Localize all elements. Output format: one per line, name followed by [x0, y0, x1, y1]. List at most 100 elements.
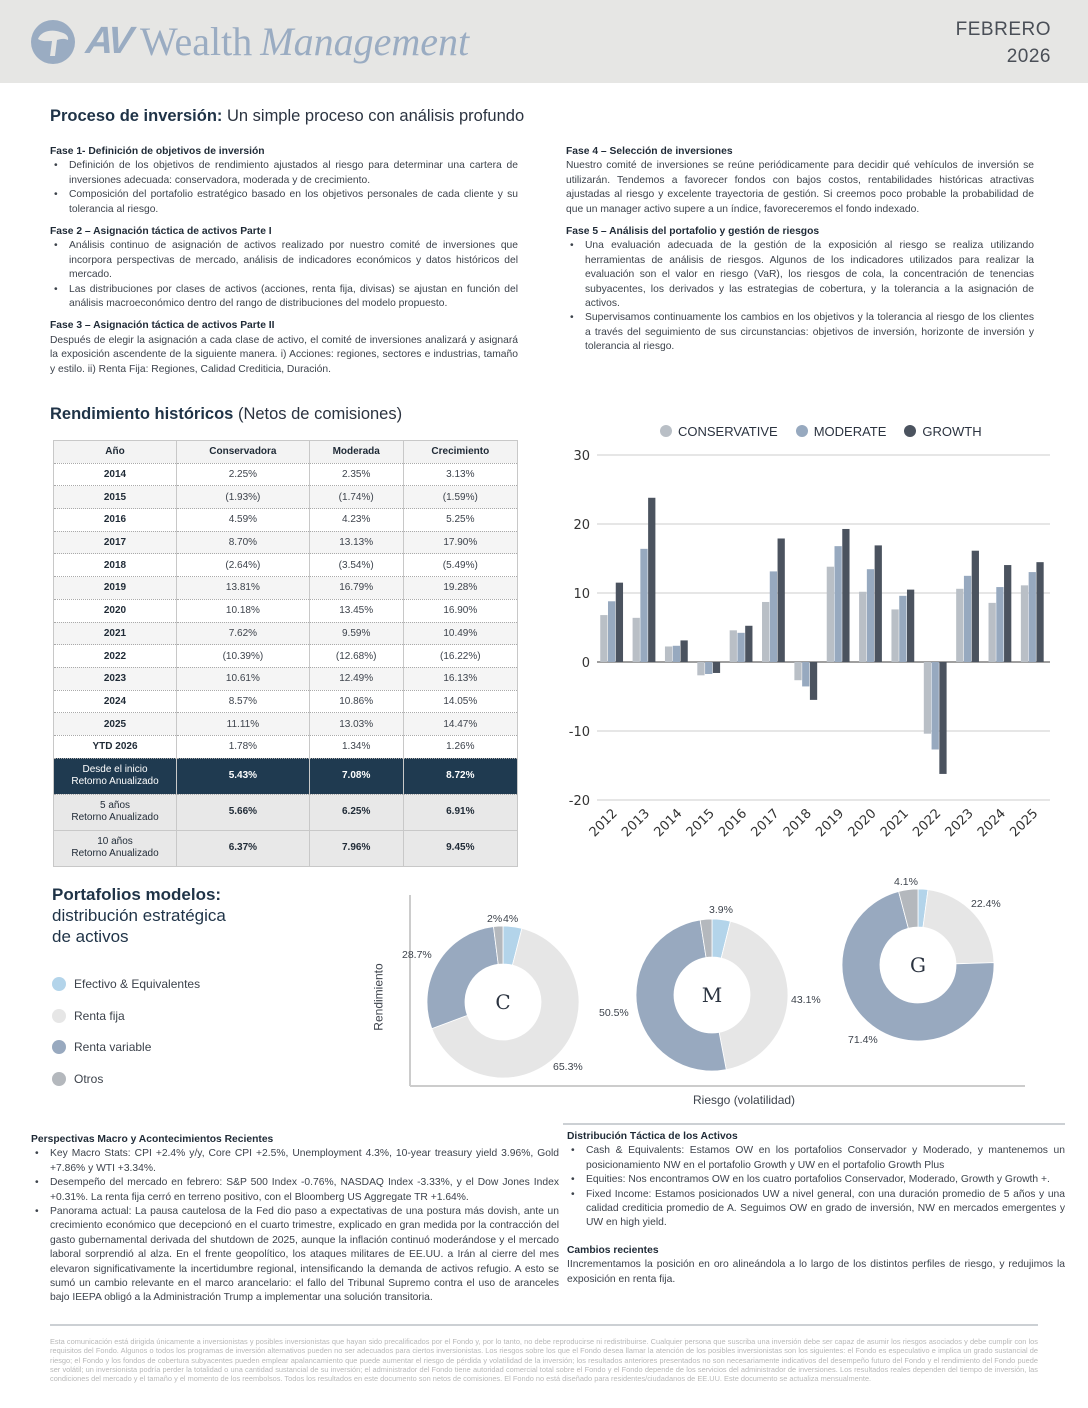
donut-slice-M-1 [718, 920, 789, 1071]
y-tick-label: 0 [582, 656, 590, 671]
legend-swatch-icon [795, 425, 808, 437]
legend-swatch-icon [52, 1071, 66, 1086]
bar-conservative-2025 [1020, 585, 1029, 662]
x-tick-label: 2017 [748, 806, 782, 840]
table-row: 2014 2.25% 2.35% 3.13% [53, 463, 519, 487]
portfolio-legend-item: Otros [52, 1071, 103, 1086]
list-item: Definición de los objetivos de rendimien… [54, 159, 518, 188]
legend-label: CONSERVATIVE [678, 424, 778, 439]
label-line: Retorno Anualizado [71, 848, 159, 860]
return-cell: 1.78% [176, 735, 310, 759]
y-tick-label: -10 [569, 725, 590, 740]
legend-swatch-icon [904, 425, 917, 437]
portfolio-legend-item: Efectivo & Equivalentes [52, 977, 200, 991]
legend-item: CONSERVATIVE [660, 424, 778, 439]
return-cell: 5.25% [402, 508, 519, 532]
process-title: Proceso de inversión: Un simple proceso … [50, 107, 524, 126]
label-line: Retorno Anualizado [71, 812, 159, 824]
table-row: 2019 13.81% 16.79% 19.28% [53, 576, 519, 600]
portfolio-letter: M [702, 983, 722, 1007]
donut-slice-G-3 [898, 888, 919, 929]
changes-title: Cambios recientes [567, 1244, 659, 1256]
return-cell: (10.39%) [176, 644, 310, 668]
bar-conservative-2017 [762, 601, 770, 662]
x-tick-label: 2015 [684, 806, 718, 840]
x-tick-label: 2020 [846, 806, 880, 840]
return-cell: 4.59% [176, 508, 310, 532]
legend-label: Efectivo & Equivalentes [74, 977, 201, 991]
portfolios-title: Portafolios modelos: distribución estraté… [52, 884, 226, 947]
donut-slice-C-3 [493, 925, 504, 965]
bar-growth-2022 [939, 662, 947, 774]
return-cell: 13.81% [176, 576, 310, 600]
summary-value: 9.45% [402, 830, 519, 867]
year-cell: 2022 [53, 644, 177, 668]
x-axis-label: Riesgo (volatilidad) [693, 1093, 796, 1107]
list-item: Supervisamos continuamente los cambios e… [570, 311, 1034, 354]
year-cell: 2014 [53, 463, 177, 487]
bar-growth-2015 [712, 662, 721, 673]
x-tick-label: 2023 [943, 806, 977, 840]
table-row: 2023 10.61% 12.49% 16.13% [53, 667, 519, 691]
summary-value: 7.08% [308, 758, 404, 795]
bar-moderate-2025 [1028, 572, 1036, 662]
x-tick-label: 2025 [1007, 806, 1041, 840]
list-item: Una evaluación adecuada de la gestión de… [570, 239, 1034, 311]
y-axis-label: Rendimiento [371, 963, 386, 1031]
legend-swatch-icon [52, 977, 66, 991]
fase4-text: Nuestro comité de inversiones se reúne p… [566, 160, 1034, 215]
summary-row: 10 años Retorno Anualizado 6.37% 7.96% 9.45% [53, 830, 519, 867]
return-cell: 13.03% [308, 712, 404, 736]
return-cell: (2.64%) [176, 553, 310, 578]
return-cell: 14.05% [402, 690, 519, 714]
process-right-column: Fase 4 – Selección de inversiones Nuestr… [566, 145, 1034, 355]
return-cell: 17.90% [402, 531, 519, 555]
bar-growth-2025 [1036, 562, 1044, 662]
table-row: 2024 8.57% 10.86% 14.05% [53, 690, 519, 714]
bar-moderate-2020 [866, 569, 875, 662]
list-item: Análisis continuo de asignación de activ… [54, 239, 518, 282]
return-cell: 10.49% [402, 622, 519, 646]
return-cell: 16.13% [402, 667, 519, 691]
return-cell: (16.22%) [402, 644, 519, 668]
bar-conservative-2020 [859, 591, 867, 662]
data-label: 65.3% [553, 1061, 583, 1073]
column-header: Moderada [308, 440, 404, 464]
bar-moderate-2024 [996, 587, 1004, 662]
bar-moderate-2016 [737, 632, 745, 662]
legend-item: GROWTH [904, 424, 982, 439]
fase5-title: Fase 5 – Análisis del portafolio y gesti… [566, 226, 820, 238]
legend-swatch-icon [660, 425, 672, 437]
return-cell: 2.35% [308, 463, 404, 487]
year-cell: 2024 [53, 690, 177, 714]
table-row: YTD 2026 1.78% 1.34% 1.26% [53, 735, 519, 759]
summary-value: 7.96% [308, 830, 404, 867]
x-tick-label: 2019 [813, 806, 847, 840]
list-item: Las distribuciones por clases de activos… [54, 283, 518, 312]
fase1-title: Fase 1- Definición de objetivos de inver… [50, 146, 265, 157]
title-bold: Portafolios modelos: [52, 885, 222, 904]
bar-conservative-2015 [697, 662, 705, 676]
data-label: 22.4% [971, 898, 1001, 910]
bar-moderate-2013 [640, 548, 648, 662]
performance-title: Rendimiento históricos (Netos de comisio… [50, 405, 402, 424]
table-row: 2021 7.62% 9.59% 10.49% [53, 622, 519, 646]
legend-swatch-icon [52, 1040, 66, 1054]
return-cell: 9.59% [308, 622, 404, 646]
divider [50, 1324, 1038, 1326]
year-cell: 2015 [53, 485, 177, 510]
title-bold: Proceso de inversión: [50, 107, 223, 125]
tactical-title: Distribución Táctica de los Activos [567, 1131, 738, 1142]
brand-logo: AV Wealth Management [30, 18, 469, 65]
divider [563, 1123, 1065, 1125]
donut-slice-M-3 [699, 918, 713, 958]
data-label: 2% [487, 913, 503, 925]
return-cell: 8.70% [176, 531, 310, 555]
table-row: 2018 (2.64%) (3.54%) (5.49%) [53, 553, 519, 578]
page-header: AV Wealth Management FEBRERO 2026 [0, 0, 1088, 83]
bar-conservative-2013 [632, 617, 640, 662]
bar-growth-2020 [874, 545, 882, 662]
list-item: Equities: Nos encontramos OW en los cuat… [571, 1173, 1065, 1188]
donut-slice-M-2 [635, 919, 727, 1072]
bar-growth-2018 [809, 662, 818, 700]
